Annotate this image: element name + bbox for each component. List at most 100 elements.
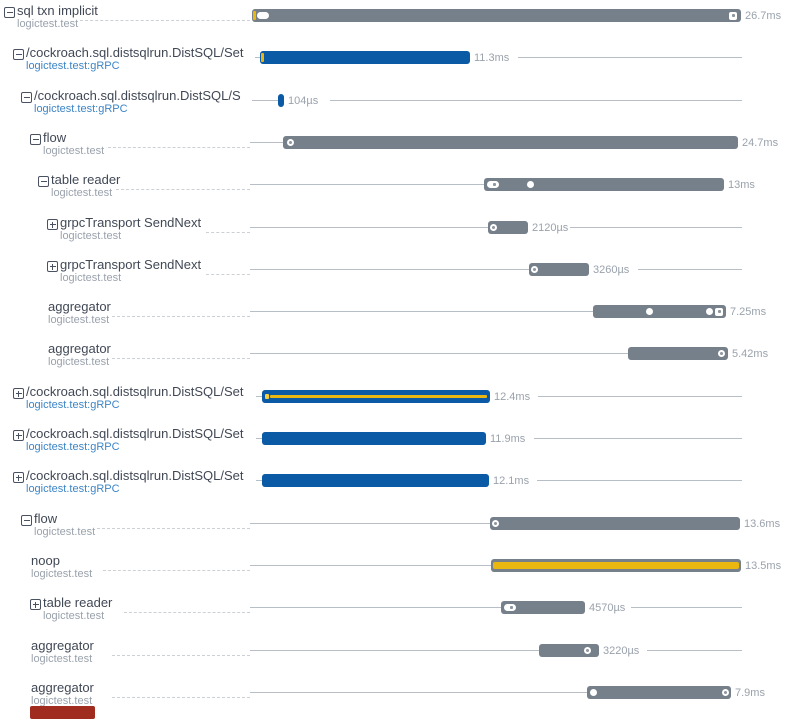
span-name[interactable]: sql txn implicit [17,4,98,18]
span-subtitle[interactable]: logictest.test [17,18,79,30]
dashed-connector-line [108,147,250,148]
lead-line [250,269,529,270]
span-event-marker [287,139,294,146]
span-duration-bar[interactable] [539,644,599,657]
span-duration-bar[interactable] [260,51,470,64]
span-duration-label: 11.9ms [490,433,526,445]
lead-line [250,142,283,143]
span-name[interactable]: /cockroach.sql.distsqlrun.DistSQL/Set [26,46,244,60]
span-event-marker [729,11,737,20]
span-name[interactable]: aggregator [48,300,111,314]
lead-line [256,480,262,481]
expander-minus-glyph [6,11,13,13]
lead-line [250,692,587,693]
span-subtitle[interactable]: logictest.test [51,187,113,199]
expand-collapse-icon[interactable] [13,472,24,483]
expand-collapse-icon[interactable] [38,176,49,187]
span-subtitle[interactable]: logictest.test:gRPC [26,441,120,453]
lead-line [250,227,488,228]
span-name[interactable]: flow [34,512,58,526]
expand-collapse-icon[interactable] [47,219,58,230]
span-name[interactable]: table reader [51,173,121,187]
span-labels: /cockroach.sql.distsqlrun.DistSQL/Set lo… [26,46,258,72]
span-row: table reader logictest.test 13ms [0,173,786,207]
expand-collapse-icon[interactable] [13,388,24,399]
expand-collapse-icon[interactable] [21,92,32,103]
span-duration-bar[interactable] [628,347,728,360]
span-labels: flow logictest.test [43,131,258,157]
span-name[interactable]: /cockroach.sql.distsqlrun.DistSQL/Set [26,469,244,483]
span-subtitle[interactable]: logictest.test [31,568,93,580]
span-name[interactable]: aggregator [31,639,94,653]
span-row: aggregator logictest.test 7.9ms [0,681,786,715]
span-duration-bar[interactable] [262,432,486,445]
span-name[interactable]: /cockroach.sql.distsqlrun.DistSQL/Set [26,385,244,399]
span-labels: aggregator logictest.test [31,639,258,665]
span-row: grpcTransport SendNext logictest.test 21… [0,216,786,250]
span-subtitle[interactable]: logictest.test [48,314,110,326]
span-subtitle[interactable]: logictest.test [34,526,96,538]
span-labels: /cockroach.sql.distsqlrun.DistSQL/Set lo… [26,385,258,411]
span-event-marker [492,520,499,527]
span-subtitle[interactable]: logictest.test [43,610,105,622]
span-duration-bar[interactable] [278,94,284,107]
span-subtitle[interactable]: logictest.test [31,653,93,665]
span-name[interactable]: table reader [43,596,113,610]
span-name[interactable]: noop [31,554,60,568]
span-row: flow logictest.test 13.6ms [0,512,786,546]
span-duration-bar[interactable] [490,517,740,530]
span-name[interactable]: /cockroach.sql.distsqlrun.DistSQL/S [34,89,241,103]
span-duration-label: 12.1ms [493,475,530,487]
lead-line [250,311,593,312]
trail-line [631,607,742,608]
span-name[interactable]: /cockroach.sql.distsqlrun.DistSQL/Set [26,427,244,441]
span-duration-bar[interactable] [587,686,731,699]
span-name[interactable]: aggregator [48,342,111,356]
partial-span-bar-error[interactable] [30,706,95,719]
expand-collapse-icon[interactable] [13,49,24,60]
span-duration-label: 5.42ms [732,348,769,360]
span-duration-bar[interactable] [283,136,738,149]
span-subtitle[interactable]: logictest.test:gRPC [26,399,120,411]
expander-plus-glyph [17,390,19,397]
span-subtitle[interactable]: logictest.test [31,695,93,707]
trail-line [538,396,742,397]
expand-collapse-icon[interactable] [4,7,15,18]
span-name[interactable]: flow [43,131,67,145]
yellow-event-marker [265,394,269,399]
span-subtitle[interactable]: logictest.test [60,230,122,242]
span-labels: noop logictest.test [31,554,258,580]
span-duration-bar[interactable] [491,559,741,572]
expand-collapse-icon[interactable] [30,599,41,610]
child-span-overlay-yellow [493,562,739,569]
span-subtitle[interactable]: logictest.test:gRPC [26,60,120,72]
span-subtitle[interactable]: logictest.test [60,272,122,284]
span-name[interactable]: aggregator [31,681,94,695]
dashed-connector-line [112,358,250,359]
span-duration-bar[interactable] [488,221,528,234]
span-duration-bar[interactable] [501,601,585,614]
span-name[interactable]: grpcTransport SendNext [60,258,202,272]
span-subtitle[interactable]: logictest.test:gRPC [26,483,120,495]
span-subtitle[interactable]: logictest.test [43,145,105,157]
expand-collapse-icon[interactable] [30,134,41,145]
span-subtitle[interactable]: logictest.test:gRPC [34,103,128,115]
span-duration-bar[interactable] [484,178,724,191]
span-duration-bar[interactable] [252,9,741,22]
span-labels: table reader logictest.test [43,596,258,622]
dashed-connector-line [206,232,250,233]
span-name[interactable]: grpcTransport SendNext [60,216,202,230]
dashed-connector-line [124,612,250,613]
expander-minus-glyph [23,519,30,521]
span-event-marker [718,350,725,357]
expand-collapse-icon[interactable] [13,430,24,441]
span-duration-bar[interactable] [593,305,726,318]
span-subtitle[interactable]: logictest.test [48,356,110,368]
span-duration-bar[interactable] [529,263,589,276]
span-row: /cockroach.sql.distsqlrun.DistSQL/Set lo… [0,427,786,461]
expand-collapse-icon[interactable] [47,261,58,272]
expand-collapse-icon[interactable] [21,515,32,526]
span-duration-bar[interactable] [262,474,489,487]
span-duration-bar[interactable] [262,390,490,403]
